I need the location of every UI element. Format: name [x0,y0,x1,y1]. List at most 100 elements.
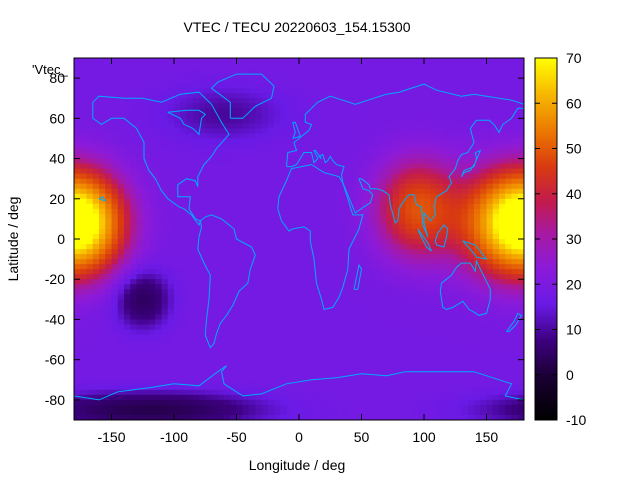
heat-cell [236,133,244,139]
heat-cell [217,63,225,69]
heat-cell [417,384,425,391]
heat-cell [80,269,87,275]
heat-cell [161,93,169,99]
heat-cell [442,138,450,144]
heat-cell [449,364,456,371]
heat-cell [136,183,144,190]
heat-cell [80,299,87,305]
heat-cell [99,163,106,170]
heat-cell [430,374,437,381]
heat-cell [286,339,294,345]
heat-cell [86,344,94,351]
heat-cell [392,198,400,205]
heat-cell [355,158,362,164]
heat-cell [255,339,262,345]
heat-cell [161,58,169,64]
heat-cell [205,384,212,391]
heat-cell [149,259,156,265]
heat-cell [117,168,125,175]
heat-cell [274,319,281,325]
heat-cell [442,344,450,351]
heat-cell [280,223,287,230]
heat-cell [86,394,94,401]
heat-cell [374,349,381,356]
heat-cell [330,123,337,129]
heat-cell [80,93,87,99]
heat-cell [161,324,169,330]
heat-cell [367,163,375,170]
heat-cell [474,299,481,305]
heat-cell [386,123,394,129]
heat-cell [99,128,106,134]
heat-cell [480,304,487,310]
heat-cell [299,304,306,310]
heat-cell [480,384,487,391]
heat-cell [261,133,269,139]
heat-cell [480,128,487,134]
heat-cell [174,269,181,275]
heat-cell [242,143,250,149]
heat-cell [280,339,287,345]
heat-cell [455,218,462,225]
heat-cell [80,83,87,89]
heat-cell [230,264,237,270]
heat-cell [442,113,450,119]
heat-cell [311,319,319,325]
heat-cell [124,389,131,396]
heat-cell [305,264,312,270]
heat-cell [111,299,119,305]
heat-cell [417,364,425,371]
heat-cell [405,309,412,315]
heat-cell [467,259,475,265]
heat-cell [111,369,119,376]
heat-cell [442,168,450,175]
heat-cell [380,78,387,84]
heat-cell [355,259,362,265]
heat-cell [192,78,200,84]
heat-cell [161,68,169,74]
heat-cell [511,148,519,154]
heat-cell [305,244,312,250]
heat-cell [180,349,187,356]
heat-cell [80,384,87,391]
heat-cell [111,223,119,230]
heat-cell [455,128,462,134]
heat-cell [124,294,131,300]
heat-cell [424,269,431,275]
heat-cell [430,339,437,345]
heat-cell [286,73,294,79]
heat-cell [461,78,469,84]
heat-cell [399,193,406,200]
heat-cell [386,399,394,406]
heat-cell [136,259,144,265]
heat-cell [199,203,206,210]
heat-cell [224,208,231,215]
heat-cell [230,133,237,139]
heat-cell [205,68,212,74]
heat-cell [511,259,519,265]
heat-cell [330,334,337,340]
heat-cell [86,148,94,154]
heat-cell [342,108,350,114]
heat-cell [511,88,519,94]
heat-cell [386,249,394,255]
heat-cell [99,178,106,185]
heat-cell [361,324,369,330]
heat-cell [74,354,81,361]
heat-cell [274,63,281,69]
heat-cell [474,203,481,210]
heat-cell [492,249,500,255]
heat-cell [299,399,306,406]
heat-cell [192,344,200,351]
heat-cell [74,88,81,94]
heat-cell [105,193,112,200]
heat-cell [467,133,475,139]
heat-cell [330,63,337,69]
heat-cell [167,63,175,69]
heat-cell [255,244,262,250]
heat-cell [411,304,419,310]
heat-cell [155,274,162,280]
heat-cell [324,228,331,235]
heat-cell [155,314,162,320]
heat-cell [499,259,506,265]
